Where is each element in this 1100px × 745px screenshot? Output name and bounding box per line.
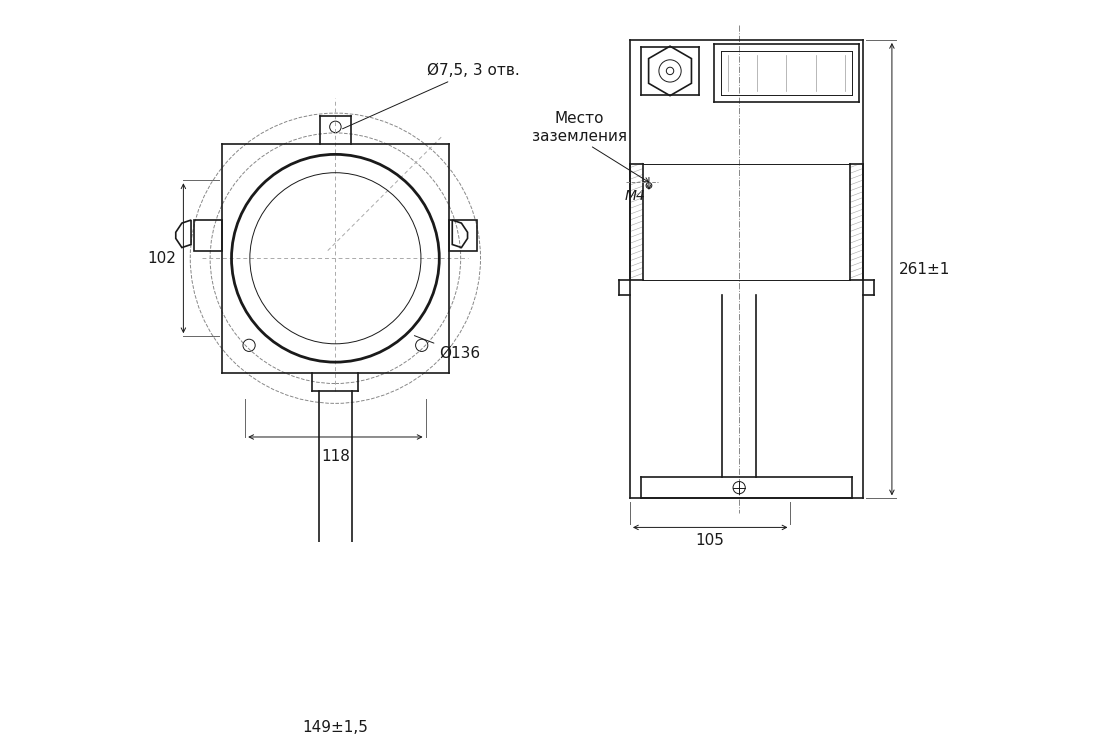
Text: M4: M4 (625, 189, 646, 203)
Text: Ø136: Ø136 (415, 336, 481, 361)
Text: 105: 105 (696, 533, 725, 548)
Text: Место
заземления: Место заземления (531, 111, 627, 144)
Text: Ø7,5, 3 отв.: Ø7,5, 3 отв. (342, 63, 520, 129)
Text: 118: 118 (321, 449, 350, 464)
Bar (449, 220, 476, 250)
Text: 102: 102 (147, 251, 176, 266)
Text: 261±1: 261±1 (899, 261, 950, 276)
Bar (194, 220, 221, 250)
Text: 149±1,5: 149±1,5 (302, 720, 368, 735)
